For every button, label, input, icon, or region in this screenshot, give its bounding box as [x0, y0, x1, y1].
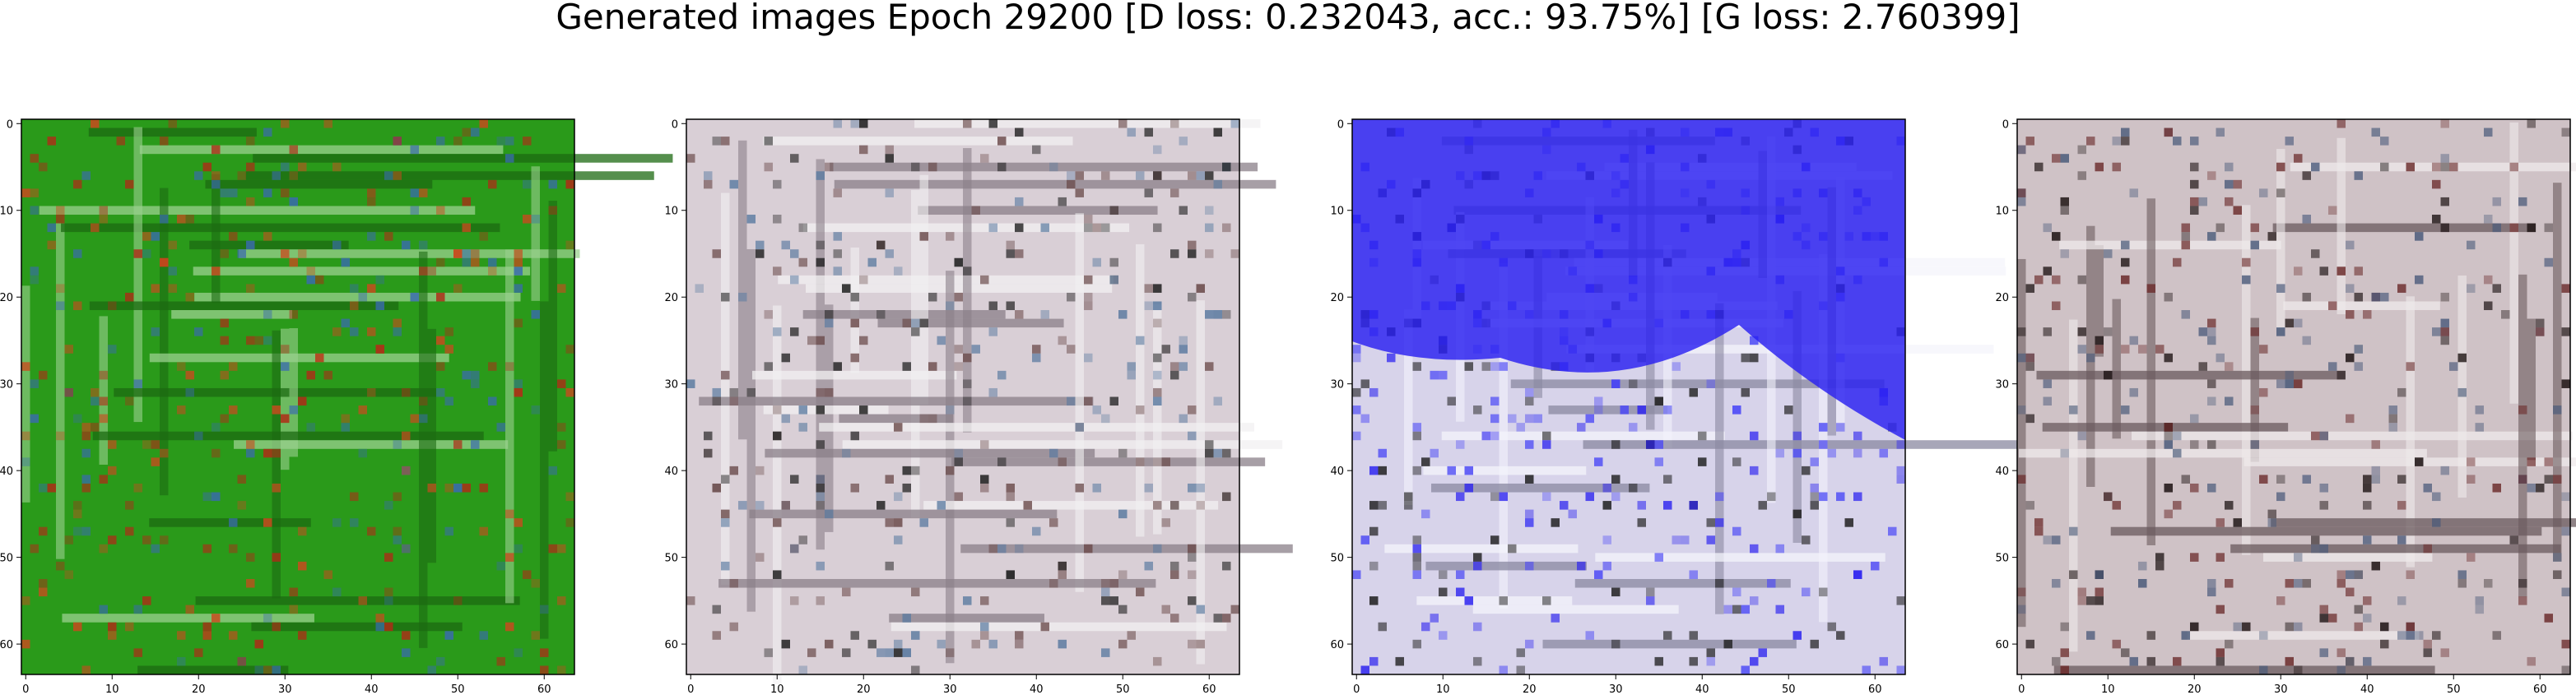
subplot-3: 0 10 20 30 40 50 60 0 10 20 30 40 50 60 — [1330, 118, 2024, 695]
y-tick-label: 40 — [1995, 466, 2009, 478]
x-tick-label: 10 — [1436, 683, 1450, 695]
x-tick-label: 0 — [687, 683, 694, 695]
x-tick-label: 40 — [365, 683, 379, 695]
x-tick-label: 0 — [2018, 683, 2025, 695]
x-tick-label: 20 — [192, 683, 206, 695]
x-tick-label: 60 — [2533, 683, 2547, 695]
x-tick-label: 60 — [1202, 683, 1216, 695]
subplot-4: 0 10 20 30 40 50 60 0 10 20 30 40 50 60 — [1995, 118, 2576, 695]
y-tick-label: 50 — [0, 553, 13, 565]
x-tick-label: 10 — [2101, 683, 2115, 695]
x-tick-label: 40 — [2360, 683, 2374, 695]
y-tick-label: 10 — [1995, 206, 2009, 218]
x-tick-label: 30 — [1609, 683, 1623, 695]
x-tick-label: 20 — [1523, 683, 1537, 695]
generated-image-1 — [21, 118, 673, 675]
figure-title: Generated images Epoch 29200 [D loss: 0.… — [556, 0, 2020, 37]
image-panel-2: 0 10 20 30 40 50 60 0 10 20 30 40 50 60 — [664, 118, 1293, 695]
y-tick-label: 30 — [1995, 379, 2009, 392]
image-panel-1: 0 10 20 30 40 50 60 0 10 20 30 40 50 60 — [0, 118, 673, 695]
image-panel-3: 0 10 20 30 40 50 60 0 10 20 30 40 50 60 — [1330, 118, 2024, 695]
y-tick-label: 0 — [2002, 118, 2009, 131]
x-tick-label: 40 — [1695, 683, 1709, 695]
x-tick-label: 0 — [22, 683, 29, 695]
y-tick-label: 60 — [664, 639, 678, 651]
y-tick-label: 10 — [0, 206, 13, 218]
y-tick-label: 40 — [1330, 466, 1344, 478]
y-tick-label: 20 — [0, 292, 13, 304]
y-tick-label: 50 — [1995, 553, 2009, 565]
x-tick-label: 0 — [1353, 683, 1360, 695]
x-tick-label: 30 — [2274, 683, 2288, 695]
x-tick-label: 20 — [857, 683, 871, 695]
y-tick-label: 0 — [672, 118, 678, 131]
y-tick-label: 10 — [664, 206, 678, 218]
image-panel-4: 0 10 20 30 40 50 60 0 10 20 30 40 50 60 — [1995, 118, 2576, 695]
y-tick-label: 0 — [7, 118, 13, 131]
x-tick-label: 30 — [278, 683, 292, 695]
x-tick-label: 50 — [451, 683, 465, 695]
y-tick-label: 20 — [1330, 292, 1344, 304]
y-tick-label: 60 — [1995, 639, 2009, 651]
y-tick-label: 50 — [664, 553, 678, 565]
x-tick-label: 50 — [1116, 683, 1130, 695]
generated-image-4 — [2016, 118, 2576, 675]
y-tick-label: 0 — [1337, 118, 1344, 131]
x-tick-label: 40 — [1030, 683, 1044, 695]
y-tick-label: 60 — [1330, 639, 1344, 651]
generated-image-2 — [686, 118, 1293, 684]
y-tick-label: 40 — [664, 466, 678, 478]
subplot-1: 0 10 20 30 40 50 60 0 10 20 30 40 50 60 — [0, 118, 673, 695]
y-tick-label: 40 — [0, 466, 13, 478]
y-tick-label: 10 — [1330, 206, 1344, 218]
y-tick-label: 50 — [1330, 553, 1344, 565]
subplot-2: 0 10 20 30 40 50 60 0 10 20 30 40 50 60 — [664, 118, 1293, 695]
y-tick-label: 30 — [1330, 379, 1344, 392]
x-tick-label: 60 — [1868, 683, 1882, 695]
y-tick-label: 30 — [0, 379, 13, 392]
x-tick-label: 60 — [537, 683, 551, 695]
x-tick-label: 10 — [770, 683, 784, 695]
x-tick-label: 30 — [943, 683, 957, 695]
y-tick-label: 30 — [664, 379, 678, 392]
generated-image-3 — [1351, 118, 2024, 675]
y-tick-label: 20 — [1995, 292, 2009, 304]
x-tick-label: 50 — [2447, 683, 2461, 695]
y-tick-label: 20 — [664, 292, 678, 304]
y-tick-label: 60 — [0, 639, 13, 651]
x-tick-label: 20 — [2188, 683, 2202, 695]
x-tick-label: 10 — [105, 683, 119, 695]
x-tick-label: 50 — [1782, 683, 1796, 695]
